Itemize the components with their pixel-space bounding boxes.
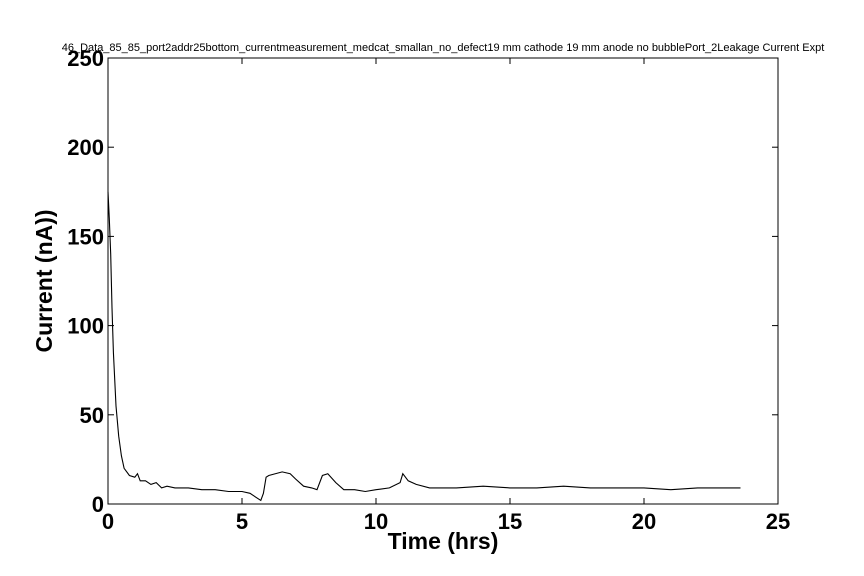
- plot-frame: [107, 57, 779, 505]
- y-tick-label-4: 200: [67, 135, 104, 160]
- y-tick-label-1: 50: [80, 403, 104, 428]
- axis-ticks: [107, 57, 779, 505]
- y-tick-label-3: 150: [67, 224, 104, 249]
- y-tick-label-5: 250: [67, 46, 104, 71]
- series-line-current: [107, 191, 741, 502]
- y-tick-label-2: 100: [67, 314, 104, 339]
- x-tick-label-0: 0: [102, 509, 114, 534]
- chart-title: 46_Data_85_85_port2addr25bottom_currentm…: [62, 42, 825, 54]
- y-axis-label: Current (nA)): [31, 209, 57, 352]
- x-axis-label: Time (hrs): [388, 528, 499, 554]
- x-tick-label-4: 20: [632, 509, 656, 534]
- y-tick-label-0: 0: [92, 492, 104, 517]
- x-tick-label-1: 5: [236, 509, 248, 534]
- x-tick-label-3: 15: [498, 509, 522, 534]
- x-tick-label-2: 10: [364, 509, 388, 534]
- x-tick-label-5: 25: [766, 509, 790, 534]
